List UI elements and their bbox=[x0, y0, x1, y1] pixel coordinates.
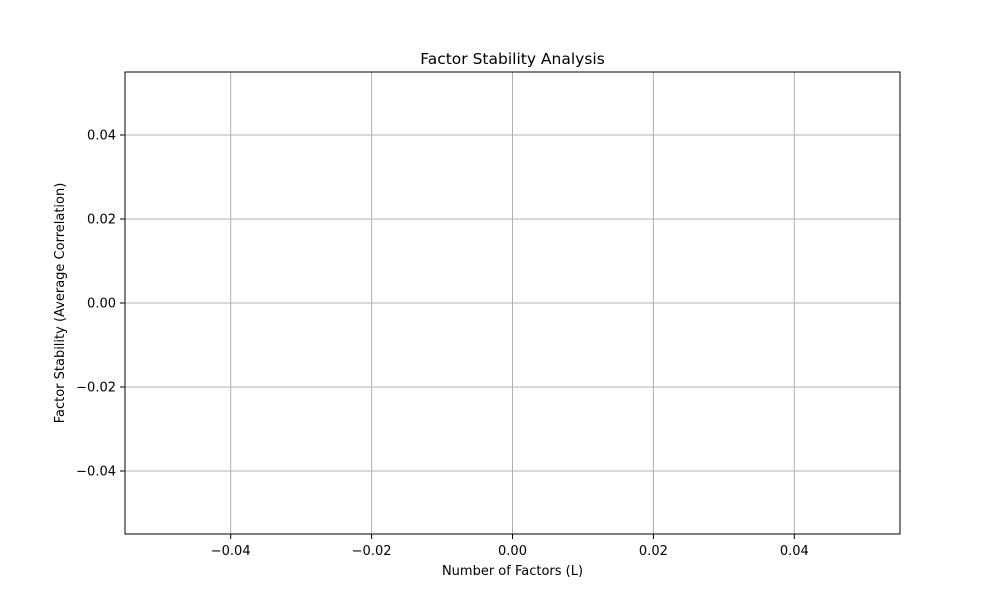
x-tick-label: 0.04 bbox=[780, 544, 809, 559]
y-tick-label: −0.04 bbox=[76, 465, 116, 480]
x-tick-label: 0.00 bbox=[498, 544, 527, 559]
x-tick-label: 0.02 bbox=[639, 544, 668, 559]
chart-title: Factor Stability Analysis bbox=[420, 50, 605, 68]
y-tick-label: −0.02 bbox=[76, 381, 116, 396]
y-tick-label: 0.04 bbox=[87, 129, 116, 144]
x-tick-label: −0.02 bbox=[352, 544, 392, 559]
y-tick-label: 0.02 bbox=[87, 213, 116, 228]
x-tick-label: −0.04 bbox=[211, 544, 251, 559]
y-tick-label: 0.00 bbox=[87, 297, 116, 312]
tick-layer: −0.04 −0.02 0.00 0.02 0.04 −0.04 −0.02 0.00 0.02… bbox=[76, 129, 809, 560]
x-axis-label: Number of Factors (L) bbox=[442, 564, 583, 579]
y-axis-label: Factor Stability (Average Correlation) bbox=[53, 183, 68, 424]
grid-layer bbox=[125, 72, 900, 534]
